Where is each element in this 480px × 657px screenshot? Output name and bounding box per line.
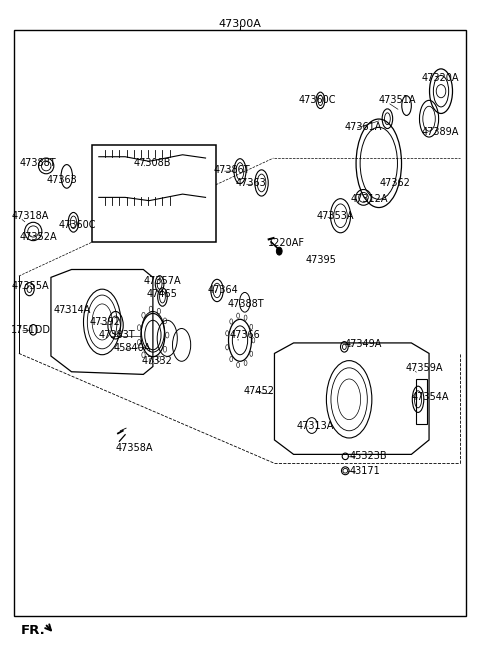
Text: 43171: 43171: [349, 466, 380, 476]
Text: 47357A: 47357A: [144, 277, 181, 286]
Text: 47452: 47452: [244, 386, 275, 396]
Text: 47388T: 47388T: [20, 158, 57, 168]
Text: 47320A: 47320A: [422, 73, 459, 83]
Text: 47308B: 47308B: [134, 158, 171, 168]
Text: 47363: 47363: [46, 175, 77, 185]
Text: FR.: FR.: [21, 623, 46, 637]
Text: 47386T: 47386T: [214, 165, 250, 175]
Text: 47361A: 47361A: [344, 122, 382, 131]
Text: 47465: 47465: [147, 289, 178, 300]
Text: 47392: 47392: [89, 317, 120, 327]
Text: 47358A: 47358A: [116, 443, 153, 453]
Text: 47395: 47395: [306, 256, 337, 265]
Text: 47349A: 47349A: [344, 339, 382, 350]
Text: 47314A: 47314A: [53, 305, 91, 315]
Text: 47360C: 47360C: [58, 220, 96, 230]
Text: 47389A: 47389A: [422, 127, 459, 137]
Text: 47355A: 47355A: [11, 281, 49, 291]
Text: 47366: 47366: [229, 330, 260, 340]
Text: 1751DD: 1751DD: [11, 325, 51, 335]
Text: 47353A: 47353A: [317, 211, 354, 221]
Text: 47351A: 47351A: [379, 95, 416, 105]
Bar: [416, 379, 427, 424]
Text: 47313A: 47313A: [297, 420, 334, 430]
Text: 47360C: 47360C: [299, 95, 336, 105]
Text: 47363: 47363: [235, 178, 266, 188]
Text: 47312A: 47312A: [350, 194, 387, 204]
Text: 47383T: 47383T: [99, 330, 135, 340]
Text: 45840A: 45840A: [113, 343, 151, 353]
Bar: [92, 145, 216, 242]
Text: 47359A: 47359A: [405, 363, 443, 373]
Text: 1220AF: 1220AF: [268, 238, 305, 248]
Text: 47332: 47332: [142, 356, 173, 367]
Circle shape: [276, 247, 282, 255]
Text: 47300A: 47300A: [218, 18, 262, 29]
Bar: [14, 30, 466, 616]
Text: 47354A: 47354A: [411, 392, 449, 402]
Text: 47318A: 47318A: [11, 211, 48, 221]
Text: 47388T: 47388T: [228, 298, 264, 309]
Text: 45323B: 45323B: [349, 451, 387, 461]
Text: 47364: 47364: [207, 286, 238, 296]
Text: 47362: 47362: [380, 178, 410, 188]
Text: 47352A: 47352A: [20, 232, 58, 242]
